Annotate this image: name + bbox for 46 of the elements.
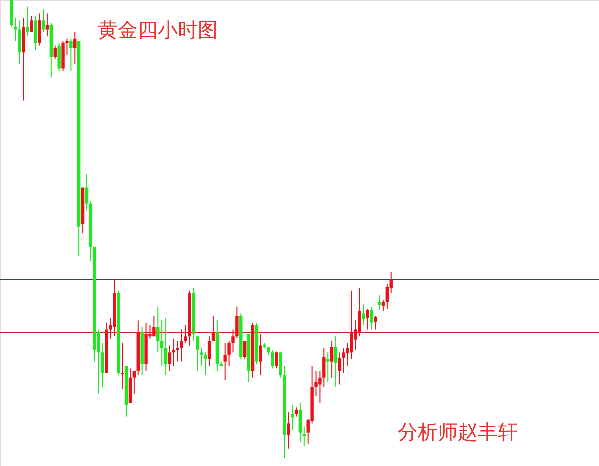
candlestick: [326, 352, 330, 383]
candlestick: [74, 32, 77, 65]
candlestick: [366, 308, 370, 330]
candlestick: [294, 407, 298, 418]
candlestick: [208, 336, 212, 367]
candlestick: [271, 350, 274, 370]
candlestick: [54, 45, 57, 60]
candlestick: [85, 174, 89, 212]
candlestick: [26, 6, 30, 38]
candlestick: [58, 43, 61, 72]
text: 黄金四小时图: [98, 18, 218, 42]
candlestick: [46, 13, 50, 38]
candlestick: [204, 352, 208, 376]
candlestick: [132, 370, 136, 394]
candlestick: [244, 340, 247, 360]
candlestick: [152, 316, 156, 338]
candlestick: [386, 283, 390, 310]
candlestick: [176, 340, 180, 362]
candlestick: [38, 13, 42, 46]
candlestick: [342, 348, 346, 374]
candlestick: [70, 38, 73, 72]
candlestick: [180, 329, 184, 362]
candlestick: [168, 345, 172, 372]
candlestick: [18, 20, 22, 65]
candlestick: [160, 320, 164, 367]
text: 分析师赵丰轩: [398, 420, 518, 444]
candlestick: [374, 316, 378, 330]
candlestick: [42, 8, 46, 33]
candlestick: [196, 336, 200, 372]
candlestick: [275, 351, 278, 370]
candlestick: [334, 336, 338, 388]
candlestick: [338, 352, 342, 386]
candlestick: [330, 340, 334, 378]
candlestick: [286, 412, 290, 450]
candlestick: [298, 402, 302, 442]
candlestick: [322, 348, 326, 388]
candlestick: [370, 306, 374, 330]
candlestick: [362, 304, 366, 326]
candlestick: [212, 316, 216, 342]
candlestick: [156, 306, 160, 354]
candlestick: [164, 318, 168, 376]
candlestick: [224, 343, 227, 381]
candlestick: [302, 426, 306, 448]
candlestick: [30, 16, 34, 33]
candlestick: [259, 334, 263, 376]
candlestick: [34, 16, 38, 51]
